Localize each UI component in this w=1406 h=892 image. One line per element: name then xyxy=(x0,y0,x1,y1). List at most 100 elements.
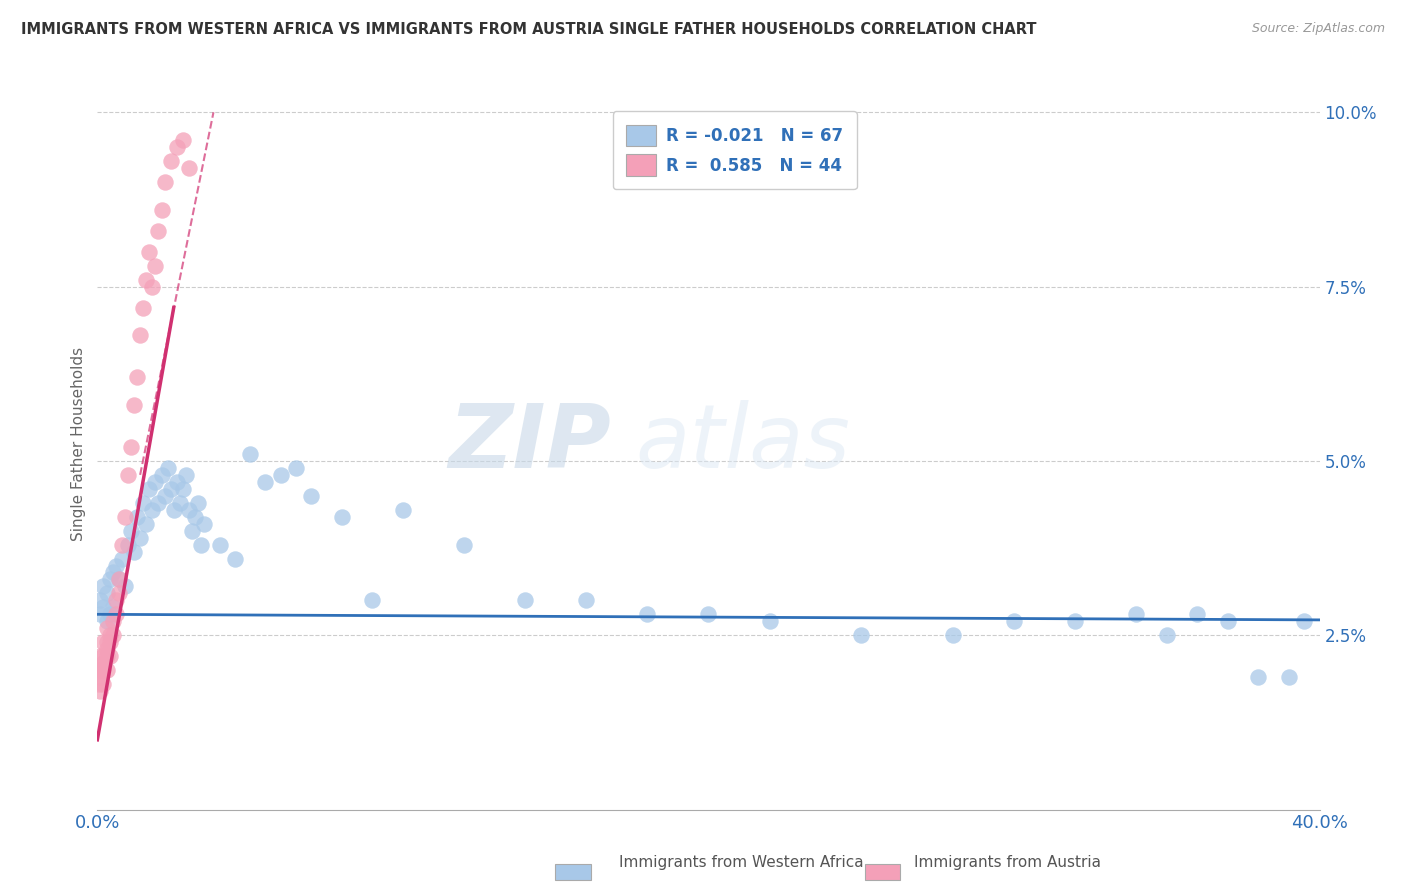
Point xyxy=(172,482,194,496)
Point xyxy=(96,663,118,677)
Point xyxy=(98,573,121,587)
Point xyxy=(104,558,127,573)
Point xyxy=(104,593,127,607)
Point xyxy=(190,538,212,552)
Y-axis label: Single Father Households: Single Father Households xyxy=(72,346,86,541)
Point xyxy=(758,615,780,629)
Text: Immigrants from Austria: Immigrants from Austria xyxy=(914,855,1101,870)
Point xyxy=(513,593,536,607)
Point xyxy=(166,140,188,154)
Point xyxy=(89,593,111,607)
Point xyxy=(145,475,167,489)
Point xyxy=(181,524,204,538)
Point xyxy=(93,677,115,691)
Point xyxy=(93,600,115,615)
Point xyxy=(96,635,118,649)
Point xyxy=(93,649,115,664)
Point xyxy=(89,607,111,622)
Point xyxy=(285,461,308,475)
Point xyxy=(254,475,277,489)
Point xyxy=(107,586,129,600)
Point xyxy=(96,615,118,629)
Point xyxy=(1187,607,1209,622)
Point xyxy=(453,538,475,552)
Point xyxy=(172,133,194,147)
Point xyxy=(89,670,111,684)
Point xyxy=(132,301,155,315)
Point xyxy=(96,649,118,664)
Text: Source: ZipAtlas.com: Source: ZipAtlas.com xyxy=(1251,22,1385,36)
Point xyxy=(93,663,115,677)
Point xyxy=(184,509,207,524)
Point xyxy=(125,370,148,384)
Point xyxy=(104,607,127,622)
Point xyxy=(1247,670,1270,684)
Point xyxy=(117,538,139,552)
Point xyxy=(101,600,124,615)
Text: IMMIGRANTS FROM WESTERN AFRICA VS IMMIGRANTS FROM AUSTRIA SINGLE FATHER HOUSEHOL: IMMIGRANTS FROM WESTERN AFRICA VS IMMIGR… xyxy=(21,22,1036,37)
Point xyxy=(101,628,124,642)
Point xyxy=(575,593,598,607)
Point xyxy=(120,440,142,454)
Point xyxy=(122,398,145,412)
Point xyxy=(96,621,118,635)
Point xyxy=(163,502,186,516)
Point xyxy=(111,551,134,566)
Point xyxy=(122,544,145,558)
Point xyxy=(697,607,720,622)
Point xyxy=(636,607,658,622)
Point xyxy=(87,677,110,691)
Point xyxy=(392,502,415,516)
Point xyxy=(1125,607,1147,622)
Point xyxy=(138,482,160,496)
Point xyxy=(89,649,111,664)
Point xyxy=(174,467,197,482)
Point xyxy=(177,502,200,516)
Point xyxy=(361,593,384,607)
Point xyxy=(148,496,170,510)
Point xyxy=(107,573,129,587)
Point xyxy=(107,573,129,587)
Point xyxy=(193,516,215,531)
Point xyxy=(208,538,231,552)
Point xyxy=(135,516,157,531)
Point xyxy=(117,467,139,482)
Point xyxy=(101,566,124,580)
Point xyxy=(148,224,170,238)
Point xyxy=(1064,615,1087,629)
Point xyxy=(132,496,155,510)
Point xyxy=(169,496,191,510)
Point xyxy=(145,259,167,273)
Text: ZIP: ZIP xyxy=(449,400,610,487)
Point xyxy=(330,509,353,524)
Point xyxy=(129,328,152,343)
Point xyxy=(101,615,124,629)
Point xyxy=(159,154,181,169)
Point xyxy=(942,628,965,642)
Point xyxy=(224,551,246,566)
Point xyxy=(150,202,173,217)
Point xyxy=(1294,615,1316,629)
Legend: R = -0.021   N = 67, R =  0.585   N = 44: R = -0.021 N = 67, R = 0.585 N = 44 xyxy=(613,112,856,189)
Point xyxy=(93,635,115,649)
Point xyxy=(98,628,121,642)
Point xyxy=(98,607,121,622)
Point xyxy=(93,656,115,670)
Point xyxy=(89,663,111,677)
Point xyxy=(135,272,157,286)
Point xyxy=(114,579,136,593)
Point xyxy=(89,684,111,698)
Point xyxy=(187,496,209,510)
Point xyxy=(153,489,176,503)
Point xyxy=(114,509,136,524)
Point xyxy=(153,175,176,189)
Point xyxy=(129,531,152,545)
Point xyxy=(98,649,121,664)
Text: Immigrants from Western Africa: Immigrants from Western Africa xyxy=(619,855,863,870)
Point xyxy=(177,161,200,175)
Point xyxy=(851,628,873,642)
Point xyxy=(125,509,148,524)
Point xyxy=(1156,628,1178,642)
Point xyxy=(1278,670,1301,684)
Point xyxy=(1216,615,1239,629)
